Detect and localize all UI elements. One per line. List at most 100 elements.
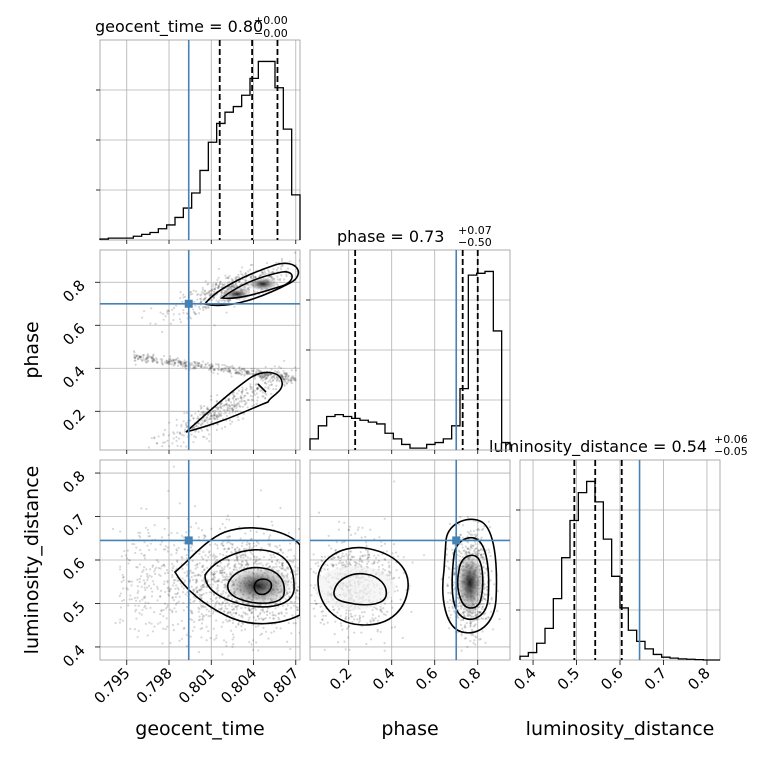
sample-point [211,577,215,581]
sample-point [232,636,235,639]
sample-point [272,378,275,381]
sample-point [219,282,222,286]
sample-point [246,541,249,544]
sample-point [206,362,209,365]
sample-point [210,398,213,402]
sample-point [489,579,492,582]
sample-point [152,353,155,356]
sample-point [238,280,241,283]
sample-point [229,285,233,288]
sample-point [268,544,271,547]
sample-point [462,618,465,621]
sample-point [490,598,493,601]
sample-point [202,299,205,302]
sample-point [164,628,167,631]
sample-point [223,403,226,407]
sample-point [179,432,182,435]
sample-point [463,549,466,552]
sample-point [248,372,252,375]
sample-point [191,629,194,632]
sample-point [366,549,369,552]
sample-point [223,610,226,613]
sample-point [463,626,466,629]
contour-inner [219,271,293,300]
sample-point [122,587,125,590]
sample-point [255,555,258,559]
sample-point [237,402,240,406]
sample-point [351,556,354,559]
sample-point [170,362,173,366]
sample-point [198,362,201,365]
sample-point [260,271,264,274]
sample-point [166,569,169,572]
panel-hist-geocent-time [96,39,301,241]
sample-point [381,563,384,567]
sample-point [289,606,293,609]
sample-point [235,371,238,374]
sample-point [214,410,217,413]
sample-point [284,598,288,601]
sample-point [301,579,303,581]
sample-point [145,361,148,364]
sample-point [304,577,306,579]
sample-point [345,615,348,618]
axes-frame [99,249,301,451]
sample-point [249,385,252,388]
sample-point [215,619,218,622]
sample-point [265,374,268,377]
sample-point [203,293,206,296]
sample-point [258,376,261,379]
sample-point [326,564,329,567]
sample-point [191,559,194,562]
sample-point [196,590,199,593]
sample-point [280,611,283,614]
sample-point [192,366,195,369]
sample-point [220,291,223,295]
sample-point [127,580,130,583]
sample-point [233,559,236,562]
sample-point [180,555,183,559]
sample-point [371,608,374,612]
sample-point [172,318,175,322]
sample-point [222,590,225,593]
sample-point [184,365,187,368]
sample-point [154,548,157,551]
sample-point [206,408,209,411]
sample-point [216,372,219,375]
sample-point [284,375,287,379]
sample-point [128,598,131,601]
sample-point [202,420,206,423]
sample-point [210,292,213,295]
sample-point [279,373,282,376]
sample-point [281,604,285,607]
sample-point [143,583,146,586]
sample-point [210,578,213,582]
sample-point [275,261,278,264]
sample-point [282,377,285,381]
sample-point [136,358,140,361]
sample-point [261,373,264,376]
sample-point [126,588,129,591]
sample-point [216,600,219,603]
sample-point [154,322,157,325]
sample-point [295,605,298,609]
sample-point [193,311,196,314]
sample-point [284,380,287,383]
xtick-label: 0.2 [326,664,356,694]
sample-point [180,423,183,426]
sample-point [215,634,218,637]
sample-point [180,433,184,437]
sample-point [237,370,240,374]
sample-point [460,649,463,652]
sample-point [336,611,339,614]
sample-point [123,550,126,553]
sample-point [228,370,231,373]
sample-point [208,364,211,367]
sample-point [175,548,178,551]
sample-point [125,557,129,560]
sample-point [225,403,228,406]
sample-point [219,280,222,283]
xtick-label: 0.4 [510,664,540,694]
sample-point [272,553,275,556]
sample-point [183,548,186,551]
